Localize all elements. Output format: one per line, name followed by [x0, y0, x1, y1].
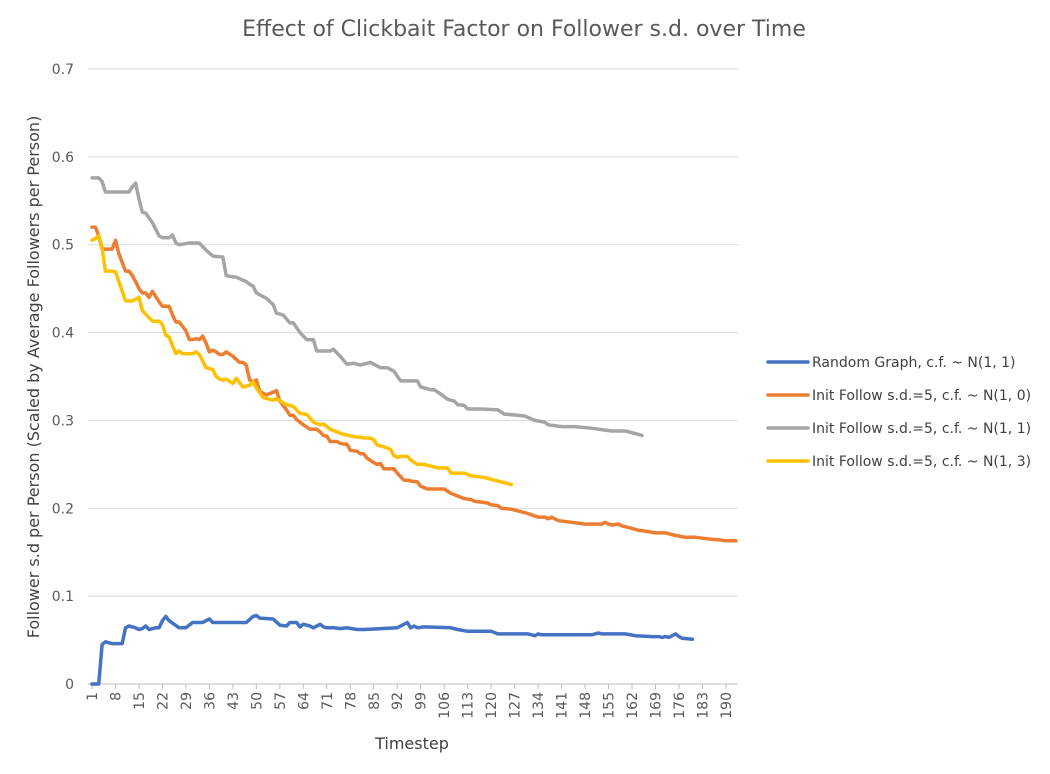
x-tick-label: 57 — [273, 692, 289, 710]
x-tick-label: 50 — [249, 692, 265, 710]
series-line-1 — [90, 613, 695, 686]
y-tick-label: 0.6 — [52, 150, 74, 166]
x-tick-label: 106 — [437, 692, 453, 719]
series-lines — [90, 176, 738, 686]
y-tick-label: 0 — [65, 677, 74, 693]
x-tick-label: 36 — [202, 692, 218, 710]
x-tick-label: 155 — [602, 692, 618, 719]
x-tick-label: 78 — [343, 692, 359, 710]
chart-title: Effect of Clickbait Factor on Follower s… — [242, 17, 806, 42]
series-line-2 — [90, 225, 738, 543]
y-tick-label: 0.3 — [52, 413, 74, 429]
legend-label: Random Graph, c.f. ~ N(1, 1) — [812, 355, 1016, 371]
x-tick-label: 22 — [155, 692, 171, 710]
x-axis-ticks: 1 8 15 22 29 36 43 50 57 64 71 78 85 92 99 106 113 120 127… — [85, 684, 735, 719]
x-tick-label: 176 — [672, 692, 688, 719]
legend-label: Init Follow s.d.=5, c.f. ~ N(1, 0) — [812, 388, 1031, 404]
x-tick-label: 141 — [555, 692, 571, 719]
x-tick-label: 92 — [390, 692, 406, 710]
legend: Random Graph, c.f. ~ N(1, 1) Init Follow … — [766, 355, 1031, 470]
legend-label: Init Follow s.d.=5, c.f. ~ N(1, 1) — [812, 421, 1031, 437]
x-tick-label: 8 — [108, 692, 124, 701]
x-tick-label: 64 — [296, 692, 312, 710]
x-tick-label: 1 — [85, 692, 101, 701]
x-axis-title: Timestep — [374, 734, 449, 753]
x-tick-label: 169 — [649, 692, 665, 719]
x-tick-label: 183 — [695, 692, 711, 719]
x-tick-label: 120 — [484, 692, 500, 719]
x-tick-label: 43 — [226, 692, 242, 710]
legend-label: Init Follow s.d.=5, c.f. ~ N(1, 3) — [812, 454, 1031, 470]
series-line-4 — [90, 234, 514, 487]
y-axis-title: Follower s.d per Person (Scaled by Avera… — [24, 116, 43, 639]
y-tick-label: 0.7 — [52, 62, 74, 78]
y-axis-ticks: 0 0.1 0.2 0.3 0.4 0.5 0.6 0.7 — [52, 62, 74, 693]
x-tick-label: 71 — [320, 692, 336, 710]
series-line-3 — [90, 176, 644, 438]
x-tick-label: 99 — [414, 692, 430, 710]
x-tick-label: 29 — [179, 692, 195, 710]
x-tick-label: 15 — [132, 692, 148, 710]
y-tick-label: 0.5 — [52, 238, 74, 254]
x-tick-label: 162 — [625, 692, 641, 719]
x-tick-label: 190 — [719, 692, 735, 719]
x-tick-label: 113 — [461, 692, 477, 719]
y-tick-label: 0.2 — [52, 501, 74, 517]
y-tick-label: 0.1 — [52, 589, 74, 605]
x-tick-label: 127 — [508, 692, 524, 719]
x-tick-label: 134 — [531, 692, 547, 719]
x-tick-label: 148 — [578, 692, 594, 719]
x-tick-label: 85 — [367, 692, 383, 710]
y-tick-label: 0.4 — [52, 326, 74, 342]
